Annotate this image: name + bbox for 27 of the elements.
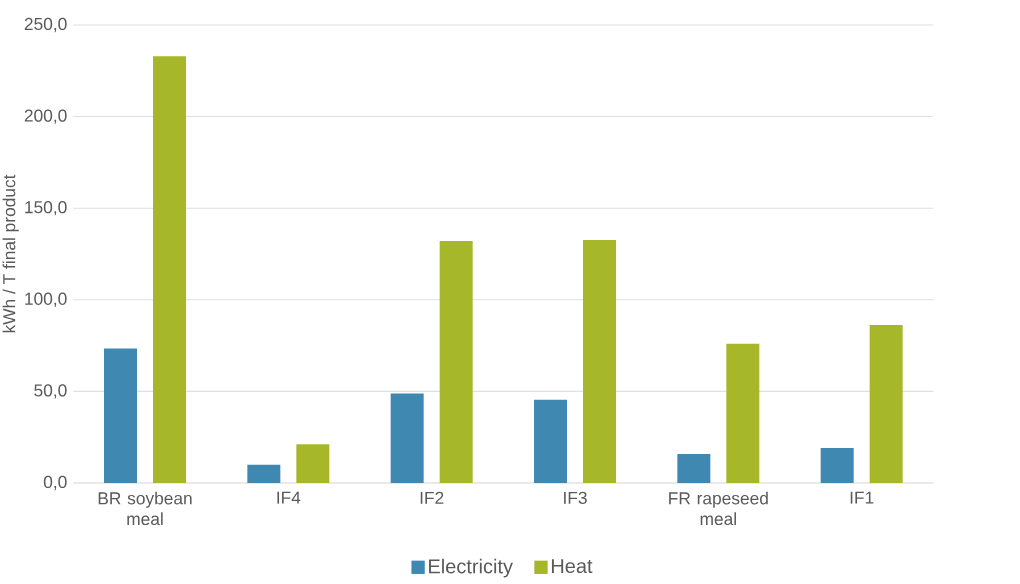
legend-label: Heat bbox=[551, 559, 593, 574]
bar bbox=[153, 56, 187, 483]
x-tick-label: IF1 bbox=[850, 491, 874, 504]
y-tick-label: 150,0 bbox=[25, 201, 67, 216]
bar bbox=[439, 240, 473, 483]
y-tick-label: 250,0 bbox=[24, 17, 67, 33]
bar bbox=[104, 348, 138, 483]
x-tick-label: BR soybean meal bbox=[98, 491, 192, 526]
y-tick-label: 50,0 bbox=[34, 384, 67, 399]
x-tick-label: IF3 bbox=[564, 491, 587, 504]
bar bbox=[677, 454, 711, 483]
x-tick-label: IF2 bbox=[420, 491, 444, 504]
bar bbox=[296, 444, 330, 483]
bar bbox=[820, 447, 854, 483]
y-axis-title: kWh / T final product bbox=[2, 174, 19, 333]
y-tick-label: 100,0 bbox=[25, 292, 67, 307]
x-tick-label: IF4 bbox=[277, 491, 301, 504]
bar bbox=[869, 325, 903, 483]
bar bbox=[390, 393, 424, 483]
bar bbox=[534, 399, 567, 483]
x-tick-label: FR rapeseed meal bbox=[669, 491, 768, 526]
bar bbox=[726, 343, 760, 483]
bar bbox=[247, 464, 281, 483]
y-tick-label: 0,0 bbox=[43, 475, 67, 491]
y-tick-label: 200,0 bbox=[24, 109, 67, 124]
legend-label: Electricity bbox=[429, 558, 513, 578]
bar bbox=[583, 239, 616, 483]
